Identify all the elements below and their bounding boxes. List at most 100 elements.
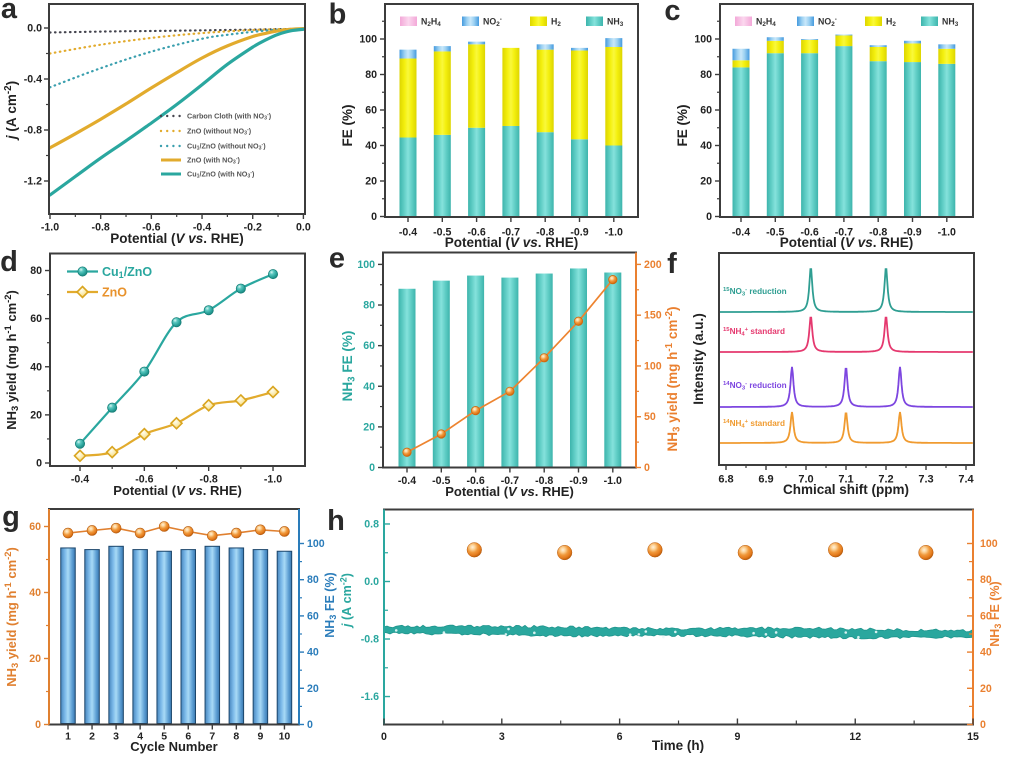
svg-text:-1.0: -1.0 bbox=[41, 222, 59, 234]
svg-text:Cycle Number: Cycle Number bbox=[130, 739, 217, 754]
svg-text:-0.8: -0.8 bbox=[535, 475, 553, 487]
svg-text:ZnO (with NO3-): ZnO (with NO3-) bbox=[187, 156, 241, 166]
svg-text:40: 40 bbox=[307, 647, 319, 659]
svg-text:-0.4: -0.4 bbox=[399, 227, 417, 239]
svg-text:-0.9: -0.9 bbox=[903, 227, 921, 239]
svg-text:-1.0: -1.0 bbox=[605, 227, 623, 239]
svg-text:1: 1 bbox=[65, 731, 71, 743]
svg-text:6: 6 bbox=[617, 731, 623, 743]
svg-text:NH3 yield (mg h-1 cm-2): NH3 yield (mg h-1 cm-2) bbox=[3, 290, 20, 430]
svg-text:15NO3- reduction: 15NO3- reduction bbox=[723, 287, 787, 298]
svg-text:-0.9: -0.9 bbox=[569, 475, 587, 487]
svg-text:40: 40 bbox=[700, 140, 712, 152]
svg-text:7.3: 7.3 bbox=[918, 474, 933, 486]
svg-text:-0.8: -0.8 bbox=[200, 474, 218, 486]
svg-text:80: 80 bbox=[365, 69, 377, 81]
svg-text:NH3 yield (mg h-1 cm-2): NH3 yield (mg h-1 cm-2) bbox=[3, 547, 20, 687]
svg-text:15: 15 bbox=[967, 731, 979, 743]
svg-text:Potential (V vs. RHE): Potential (V vs. RHE) bbox=[113, 483, 242, 498]
svg-text:0.8: 0.8 bbox=[364, 518, 379, 530]
svg-text:a: a bbox=[1, 0, 18, 25]
svg-text:NH3: NH3 bbox=[942, 17, 959, 28]
svg-text:150: 150 bbox=[644, 310, 662, 322]
svg-text:NH3 FE (%): NH3 FE (%) bbox=[340, 331, 357, 402]
svg-text:-0.7: -0.7 bbox=[501, 475, 519, 487]
svg-text:Carbon Cloth (with NO3-): Carbon Cloth (with NO3-) bbox=[187, 112, 272, 122]
svg-text:0.0: 0.0 bbox=[364, 576, 379, 588]
svg-text:N2H4: N2H4 bbox=[756, 17, 776, 28]
svg-text:ZnO (without NO3-): ZnO (without NO3-) bbox=[187, 127, 252, 137]
svg-text:d: d bbox=[0, 246, 18, 278]
svg-text:NH3 FE (%): NH3 FE (%) bbox=[988, 581, 1003, 646]
svg-text:20: 20 bbox=[30, 409, 42, 421]
svg-text:FE (%): FE (%) bbox=[675, 105, 690, 147]
svg-text:-1.2: -1.2 bbox=[24, 176, 42, 188]
svg-text:h: h bbox=[327, 505, 345, 537]
svg-text:14NO3- reduction: 14NO3- reduction bbox=[723, 381, 787, 392]
svg-text:0.0: 0.0 bbox=[296, 222, 311, 234]
svg-text:8: 8 bbox=[233, 731, 239, 743]
svg-text:4: 4 bbox=[137, 731, 143, 743]
svg-text:14NH4+ standard: 14NH4+ standard bbox=[723, 419, 785, 430]
svg-text:0: 0 bbox=[980, 719, 986, 731]
svg-text:0: 0 bbox=[644, 462, 650, 474]
svg-text:Potential (V vs. RHE): Potential (V vs. RHE) bbox=[445, 484, 574, 499]
svg-text:20: 20 bbox=[980, 683, 992, 695]
svg-text:f: f bbox=[667, 248, 677, 280]
svg-text:6: 6 bbox=[185, 731, 191, 743]
svg-text:-0.5: -0.5 bbox=[433, 227, 451, 239]
svg-text:-1.0: -1.0 bbox=[604, 475, 622, 487]
svg-text:-0.8: -0.8 bbox=[361, 634, 379, 646]
svg-text:20: 20 bbox=[29, 653, 41, 665]
svg-text:Chmical shift (ppm): Chmical shift (ppm) bbox=[783, 482, 909, 497]
svg-text:6.8: 6.8 bbox=[718, 474, 733, 486]
svg-text:5: 5 bbox=[161, 731, 167, 743]
svg-text:9: 9 bbox=[257, 731, 263, 743]
svg-text:40: 40 bbox=[365, 140, 377, 152]
svg-text:-0.8: -0.8 bbox=[24, 125, 42, 137]
svg-text:60: 60 bbox=[700, 105, 712, 117]
svg-text:0: 0 bbox=[706, 211, 712, 223]
svg-text:80: 80 bbox=[307, 574, 319, 586]
svg-text:0: 0 bbox=[371, 211, 377, 223]
svg-text:100: 100 bbox=[357, 259, 375, 271]
svg-text:40: 40 bbox=[980, 647, 992, 659]
svg-text:-0.6: -0.6 bbox=[142, 222, 160, 234]
svg-text:60: 60 bbox=[30, 313, 42, 325]
svg-text:N2H4: N2H4 bbox=[421, 17, 441, 28]
svg-text:60: 60 bbox=[980, 610, 992, 622]
svg-text:NO2-: NO2- bbox=[483, 16, 502, 28]
svg-text:Potential (V vs. RHE): Potential (V vs. RHE) bbox=[445, 235, 579, 250]
svg-text:Potential (V vs. RHE): Potential (V vs. RHE) bbox=[110, 231, 244, 246]
svg-text:-1.0: -1.0 bbox=[938, 227, 956, 239]
svg-text:20: 20 bbox=[363, 421, 375, 433]
svg-text:0: 0 bbox=[36, 458, 42, 470]
svg-text:-0.6: -0.6 bbox=[135, 474, 153, 486]
svg-text:c: c bbox=[664, 0, 680, 27]
svg-text:-0.8: -0.8 bbox=[536, 227, 554, 239]
svg-text:NH3: NH3 bbox=[607, 17, 624, 28]
svg-text:100: 100 bbox=[359, 34, 377, 46]
svg-text:80: 80 bbox=[700, 69, 712, 81]
svg-text:-1.0: -1.0 bbox=[264, 474, 282, 486]
svg-text:-0.4: -0.4 bbox=[24, 74, 42, 86]
svg-text:0: 0 bbox=[35, 719, 41, 731]
svg-text:-0.7: -0.7 bbox=[502, 227, 520, 239]
svg-text:0: 0 bbox=[369, 462, 375, 474]
svg-text:j (A cm-2): j (A cm-2) bbox=[3, 81, 19, 141]
svg-text:b: b bbox=[329, 0, 347, 31]
svg-text:20: 20 bbox=[365, 176, 377, 188]
svg-text:FE (%): FE (%) bbox=[340, 105, 355, 147]
svg-text:-0.4: -0.4 bbox=[398, 475, 416, 487]
svg-text:-0.9: -0.9 bbox=[570, 227, 588, 239]
svg-text:NH3 yield (mg h-1 cm-2): NH3 yield (mg h-1 cm-2) bbox=[664, 307, 682, 452]
svg-text:2: 2 bbox=[89, 731, 95, 743]
svg-text:80: 80 bbox=[980, 574, 992, 586]
svg-text:7: 7 bbox=[209, 731, 215, 743]
svg-text:-0.8: -0.8 bbox=[869, 227, 887, 239]
svg-text:100: 100 bbox=[980, 538, 998, 550]
svg-text:0: 0 bbox=[307, 719, 313, 731]
svg-text:6.9: 6.9 bbox=[758, 474, 773, 486]
svg-text:60: 60 bbox=[363, 340, 375, 352]
svg-text:NH3 FE (%): NH3 FE (%) bbox=[323, 572, 338, 637]
